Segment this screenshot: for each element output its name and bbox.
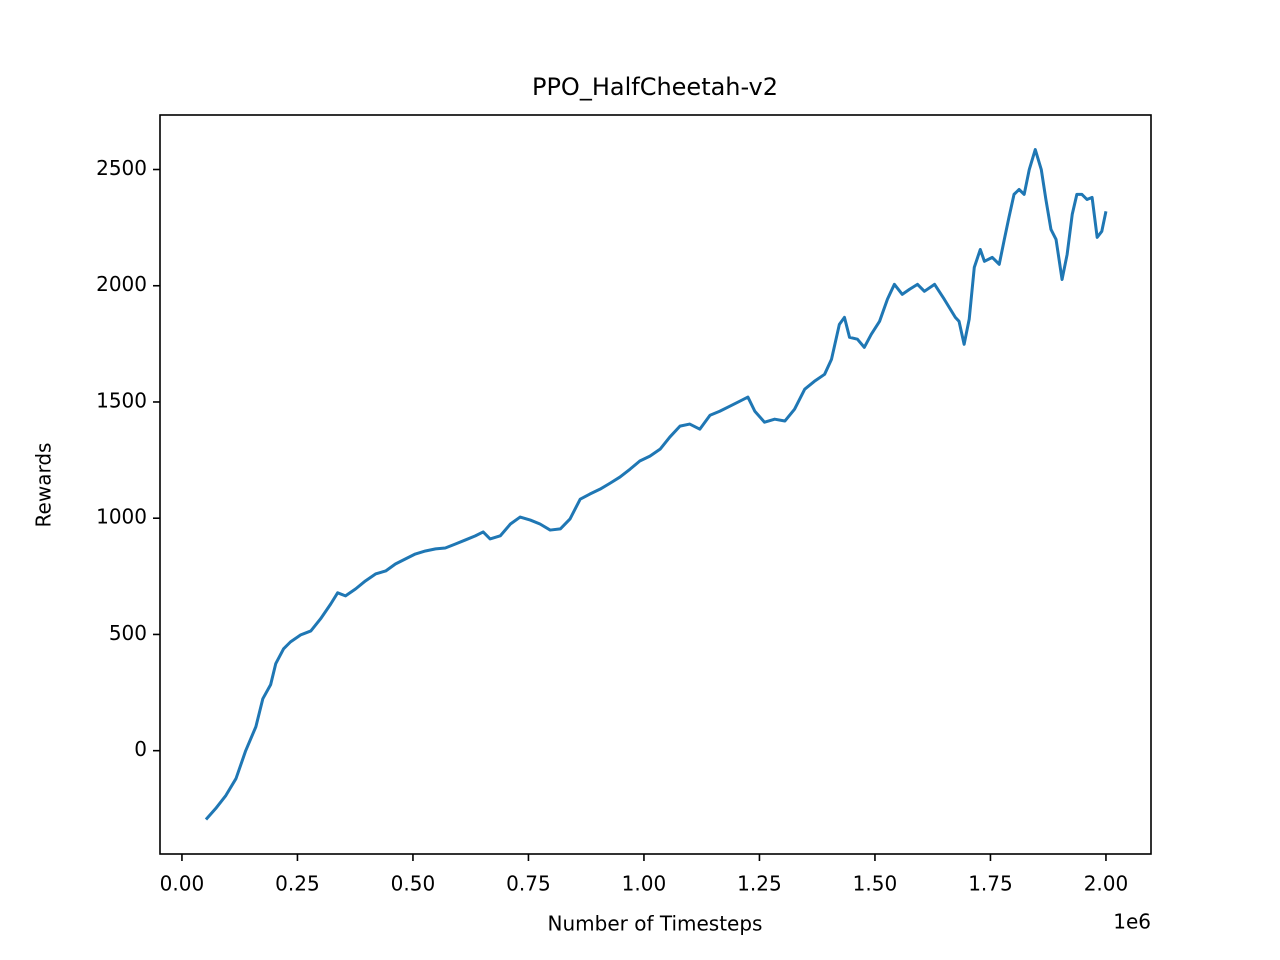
y-tick-label: 2500 [96,156,147,180]
x-axis-label: Number of Timesteps [548,912,763,936]
x-tick-label: 0.25 [275,872,320,896]
x-tick-label: 1.75 [968,872,1013,896]
x-tick-label: 1.25 [737,872,782,896]
x-tick-label: 0.50 [391,872,436,896]
x-tick-label: 2.00 [1084,872,1129,896]
chart-title: PPO_HalfCheetah-v2 [532,73,778,101]
y-tick-label: 0 [134,737,147,761]
y-tick-label: 1500 [96,388,147,412]
y-tick-label: 1000 [96,505,147,529]
line-series [204,148,1108,821]
x-tick-label: 0.75 [506,872,551,896]
y-axis-label: Rewards [32,443,56,528]
x-offset-text: 1e6 [1113,910,1151,934]
x-tick-label: 1.00 [622,872,667,896]
x-tick-label: 1.50 [853,872,898,896]
axes-frame [159,114,1152,855]
y-tick-label: 500 [109,621,147,645]
y-tick-label: 2000 [96,272,147,296]
x-tick-label: 0.00 [160,872,205,896]
